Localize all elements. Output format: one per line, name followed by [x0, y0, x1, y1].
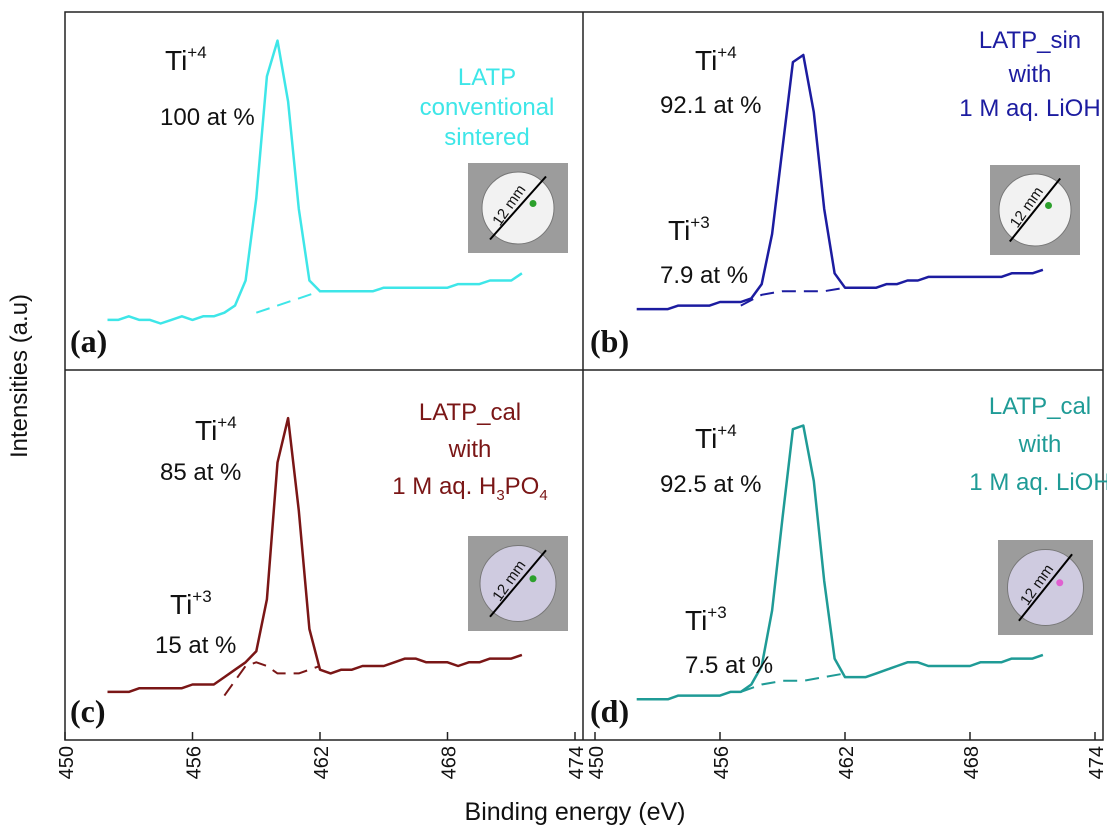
sample-label: LATP_cal [419, 399, 521, 426]
ion: Ti [170, 589, 192, 620]
fraction-label: 15 at % [155, 632, 236, 659]
spectrum-line [636, 424, 1044, 701]
x-tick-label: 456 [711, 746, 733, 779]
sample-label: sintered [444, 124, 529, 151]
sample-label: LATP_sin [979, 27, 1081, 54]
charge: +3 [707, 603, 726, 622]
sample-label: conventional [420, 94, 555, 121]
fraction-label: 92.1 at % [660, 92, 761, 119]
panel-label: (a) [70, 323, 107, 359]
scale-arrow [489, 175, 547, 241]
spectrum-line [636, 53, 1044, 311]
spectrum-line [107, 39, 523, 325]
x-axis-label: Binding energy (eV) [465, 798, 686, 826]
fit-line [223, 661, 321, 697]
ion: Ti [668, 215, 690, 246]
sample-label: LATP_cal [989, 393, 1091, 420]
fit-line [740, 672, 846, 693]
charge: +3 [690, 213, 709, 232]
x-tick-label: 468 [439, 746, 461, 779]
sample-label: 1 M aq. LiOH [969, 469, 1107, 496]
ion-label: Ti+3 [170, 587, 212, 620]
charge: +4 [217, 413, 236, 432]
x-tick-label: 468 [961, 746, 983, 779]
panel-label: (c) [70, 693, 106, 729]
ion-label: Ti+3 [668, 213, 710, 246]
charge: +4 [717, 421, 736, 440]
sample-label: LATP [458, 64, 516, 91]
sample-label: 1 M aq. LiOH [959, 95, 1100, 122]
fit-line [255, 290, 321, 314]
scale-arrow [489, 549, 547, 618]
sample-label: with [1008, 61, 1052, 88]
charge: +4 [717, 43, 736, 62]
ion: Ti [685, 605, 707, 636]
sample-label: 1 M aq. H3PO4 [392, 473, 547, 504]
x-tick-label: 474 [1086, 746, 1107, 779]
sample-text: 1 M aq. H [392, 473, 496, 500]
y-axis-label: Intensities (a.u) [6, 294, 33, 458]
subscript: 3 [496, 487, 504, 504]
sample-text: PO [505, 473, 540, 500]
fraction-label: 100 at % [160, 104, 255, 131]
charge: +4 [187, 43, 206, 62]
frame [64, 11, 1104, 741]
ion: Ti [695, 423, 717, 454]
sample-label: with [1018, 431, 1062, 458]
scale-arrow [1009, 177, 1061, 243]
fraction-label: 7.9 at % [660, 262, 748, 289]
fit-line [740, 286, 846, 307]
subscript: 4 [539, 487, 547, 504]
ion-label: Ti+4 [195, 413, 237, 446]
x-tick-label: 474 [566, 746, 588, 779]
charge: +3 [192, 587, 211, 606]
ion-label: Ti+4 [695, 43, 737, 76]
fraction-label: 7.5 at % [685, 652, 773, 679]
x-tick-label: 450 [56, 746, 78, 779]
panel-label: (d) [590, 693, 629, 729]
x-tick-label: 462 [836, 746, 858, 779]
panel-label: (b) [590, 323, 629, 359]
x-tick-label: 450 [586, 746, 608, 779]
spot [529, 575, 537, 583]
ion: Ti [195, 415, 217, 446]
ion-label: Ti+4 [695, 421, 737, 454]
scale-arrow [1018, 553, 1073, 622]
ion: Ti [695, 45, 717, 76]
ion-label: Ti+4 [165, 43, 207, 76]
spot [1045, 202, 1052, 209]
ion-label: Ti+3 [685, 603, 727, 636]
spot [1056, 579, 1064, 587]
x-tick-label: 462 [311, 746, 333, 779]
sample-label: with [448, 436, 492, 463]
spot [529, 200, 537, 207]
x-tick-label: 456 [184, 746, 206, 779]
fraction-label: 92.5 at % [660, 471, 761, 498]
fraction-label: 85 at % [160, 459, 241, 486]
ion: Ti [165, 45, 187, 76]
spectrum-line [107, 416, 523, 694]
